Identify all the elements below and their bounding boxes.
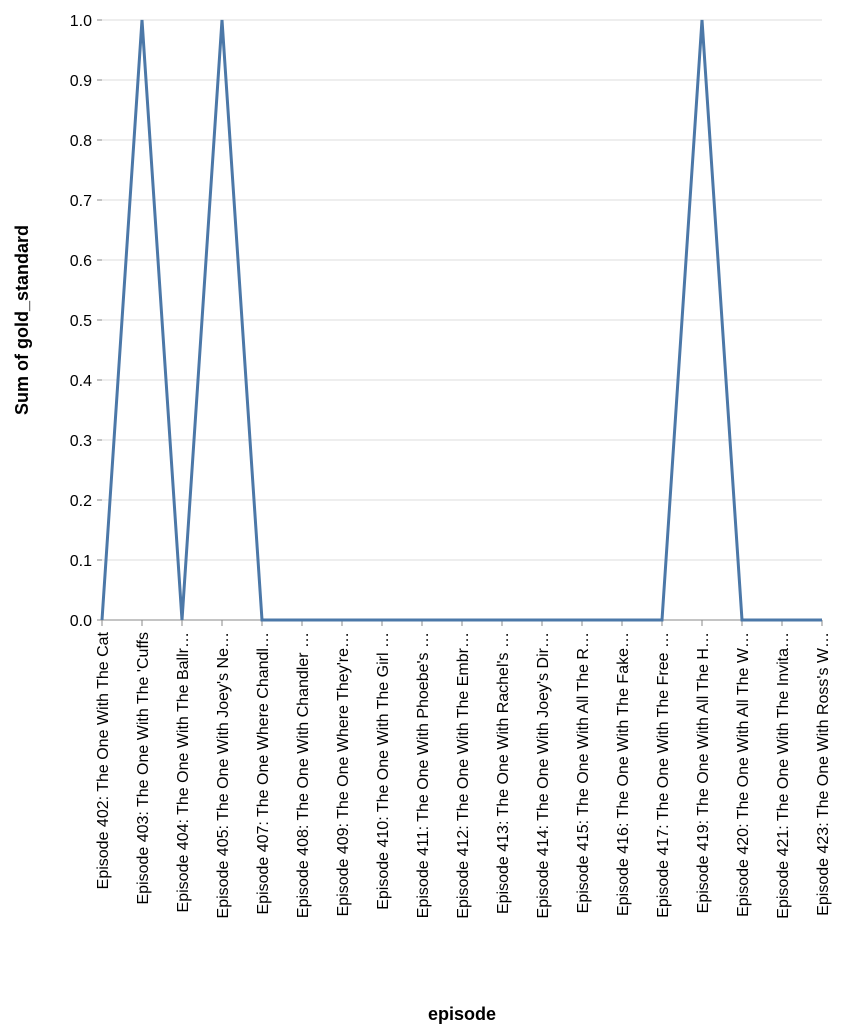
x-tick-label: Episode 414: The One With Joey's Dir… — [535, 632, 552, 918]
x-axis-title: episode — [428, 1004, 496, 1024]
x-tick-label: Episode 408: The One With Chandler … — [295, 632, 312, 918]
y-tick-label: 0.3 — [70, 433, 92, 450]
x-tick-label: Episode 407: The One Where Chandl… — [255, 632, 272, 915]
y-tick-label: 0.1 — [70, 553, 92, 570]
x-tick-label: Episode 405: The One With Joey's Ne… — [215, 632, 232, 918]
x-tick-label: Episode 411: The One With Phoebe's … — [415, 632, 432, 918]
x-tick-label: Episode 416: The One With The Fake… — [615, 632, 632, 916]
x-tick-label: Episode 412: The One With The Embr… — [455, 632, 472, 919]
x-tick-label: Episode 410: The One With The Girl … — [375, 632, 392, 910]
x-tick-label: Episode 409: The One Where They're… — [335, 632, 352, 916]
x-tick-label: Episode 417: The One With The Free … — [655, 632, 672, 918]
y-tick-label: 0.2 — [70, 493, 92, 510]
y-tick-label: 0.4 — [70, 373, 92, 390]
y-tick-label: 0.0 — [70, 613, 92, 630]
series-line — [100, 19, 822, 622]
y-tick-label: 0.5 — [70, 313, 92, 330]
y-tick-label: 0.9 — [70, 73, 92, 90]
x-tick-label: Episode 402: The One With The Cat — [95, 631, 112, 889]
x-tick-label: Episode 423: The One With Ross's W… — [815, 632, 832, 916]
x-tick-label: Episode 420: The One With All The W… — [735, 632, 752, 917]
x-tick-label: Episode 415: The One With All The R… — [575, 632, 592, 913]
y-axis-ticks: 0.0 0.1 0.2 0.3 0.4 0.5 0.6 0.7 0.8 0.9 1.0 — [70, 13, 102, 630]
y-tick-label: 0.8 — [70, 133, 92, 150]
y-tick-label: 1.0 — [70, 13, 92, 30]
y-tick-label: 0.6 — [70, 253, 92, 270]
x-axis-ticks: Episode 402: The One With The Cat Episode… — [95, 620, 832, 919]
x-tick-label: Episode 419: The One With All The H… — [695, 632, 712, 913]
x-tick-label: Episode 404: The One With The Ballr… — [175, 632, 192, 912]
x-tick-label: Episode 421: The One With The Invita… — [775, 632, 792, 919]
y-tick-label: 0.7 — [70, 193, 92, 210]
y-gridlines — [102, 19, 822, 561]
x-tick-label: Episode 413: The One With Rachel's … — [495, 632, 512, 914]
y-axis-title: Sum of gold_standard — [12, 225, 32, 415]
x-tick-label: Episode 403: The One With The 'Cuffs — [135, 632, 152, 905]
